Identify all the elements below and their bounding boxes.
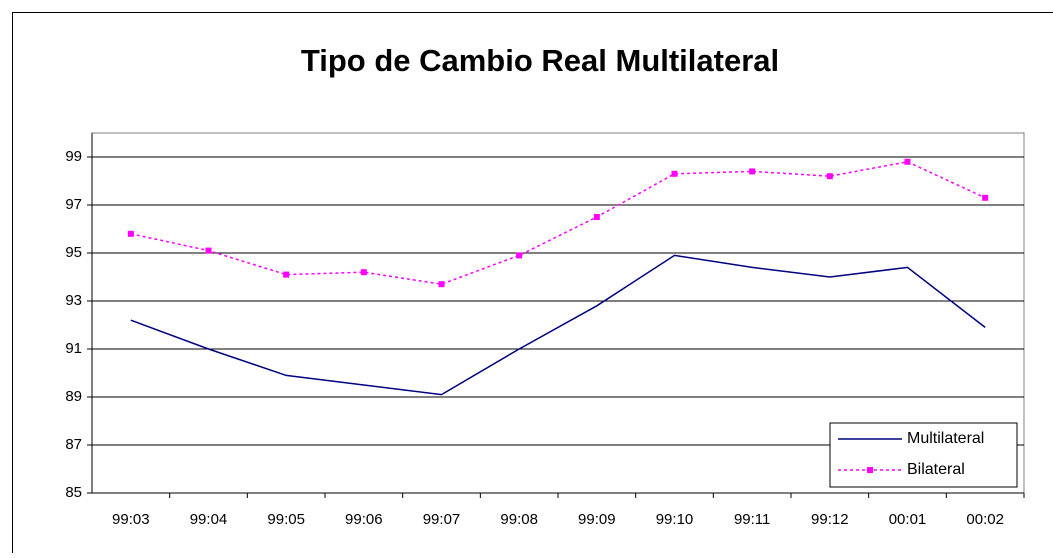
x-tick-label: 99:10 — [656, 511, 694, 528]
y-tick-label: 89 — [65, 388, 82, 405]
x-tick-label: 99:07 — [423, 511, 461, 528]
series-marker — [128, 231, 134, 237]
chart-title: Tipo de Cambio Real Multilateral — [301, 43, 779, 78]
x-tick-label: 99:08 — [500, 511, 538, 528]
series-marker — [672, 171, 678, 177]
x-tick-label: 99:06 — [345, 511, 383, 528]
x-tick-label: 99:09 — [578, 511, 616, 528]
series-marker — [361, 269, 367, 275]
x-tick-label: 99:04 — [190, 511, 228, 528]
series-marker — [283, 272, 289, 278]
series-marker — [982, 195, 988, 201]
y-tick-label: 85 — [65, 484, 82, 501]
y-tick-label: 93 — [65, 292, 82, 309]
x-tick-label: 99:12 — [811, 511, 849, 528]
y-tick-label: 99 — [65, 148, 82, 165]
series-marker — [749, 168, 755, 174]
y-tick-label: 95 — [65, 244, 82, 261]
y-tick-label: 97 — [65, 196, 82, 213]
x-tick-label: 99:03 — [112, 511, 150, 528]
x-tick-label: 99:11 — [734, 511, 770, 528]
x-tick-label: 00:02 — [966, 511, 1004, 528]
series-marker — [439, 281, 445, 287]
series-marker — [594, 214, 600, 220]
series-marker — [206, 248, 212, 254]
x-tick-label: 00:01 — [889, 511, 927, 528]
series-marker — [905, 159, 911, 165]
legend-label: Multilateral — [907, 430, 984, 447]
series-marker — [516, 252, 522, 258]
legend-label: Bilateral — [907, 461, 965, 478]
y-tick-label: 87 — [65, 436, 82, 453]
legend-marker — [867, 467, 873, 473]
series-marker — [827, 173, 833, 179]
y-tick-label: 91 — [65, 340, 82, 357]
x-tick-label: 99:05 — [267, 511, 305, 528]
